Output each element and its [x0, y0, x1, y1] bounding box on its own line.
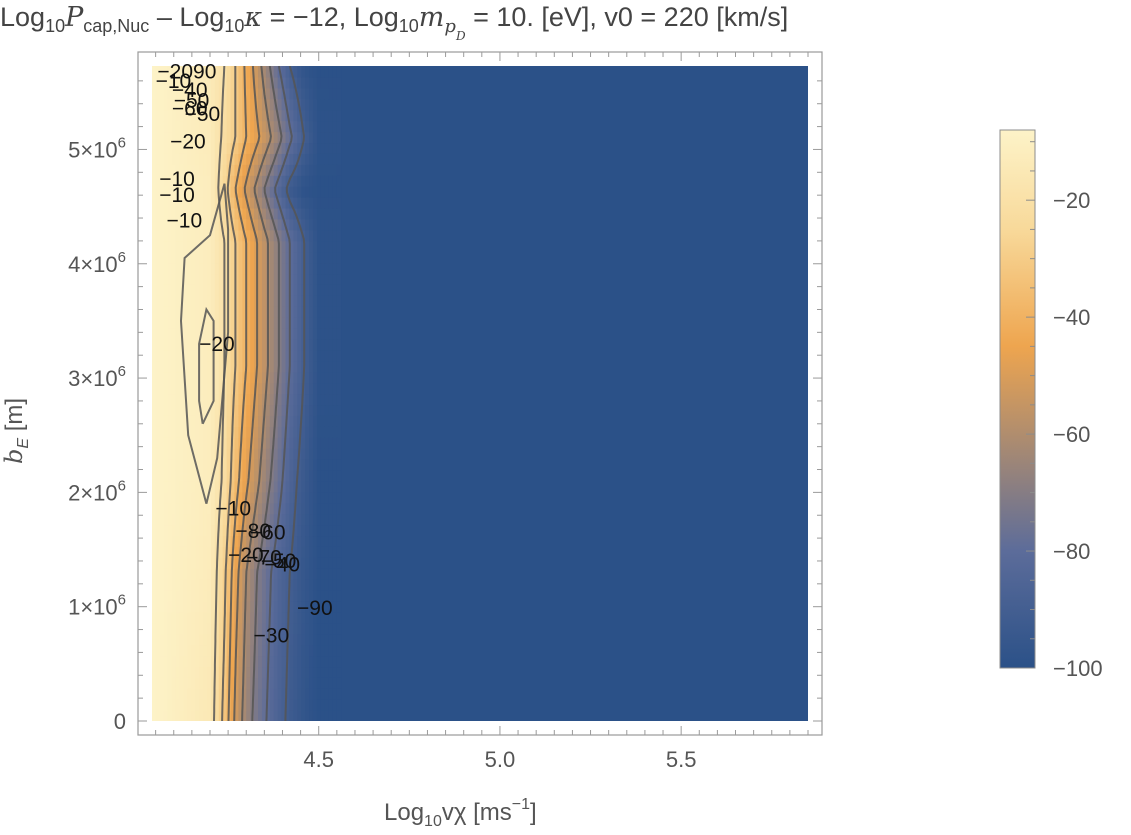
contour-line	[233, 66, 261, 721]
y-axis: 0 1×106 2×106 3×106 4×106 5×106	[68, 80, 822, 734]
x-axis-title: Log10vχ [ms−1]	[384, 796, 537, 830]
colorbar: −20 −40 −60 −80 −100	[999, 129, 1103, 681]
chart-title: Log10Pcap,Nuc – Log10κ = −12, Log10mpD =…	[0, 2, 789, 43]
y-tick-label: 1×106	[68, 592, 126, 620]
y-tick-label: 3×106	[68, 363, 126, 391]
y-tick-label: 4×106	[68, 249, 126, 277]
y-axis-title: bE [m]	[0, 398, 32, 464]
y-tick-label: 2×106	[68, 477, 126, 505]
contour-line	[251, 66, 283, 721]
colorbar-ticks: −20 −40 −60 −80 −100	[1026, 141, 1103, 681]
contour-label: −50	[174, 89, 210, 112]
x-tick-label: 5.5	[666, 747, 697, 772]
x-tick-label: 4.5	[303, 747, 334, 772]
contour-line	[198, 306, 215, 425]
y-tick-label: 0	[114, 709, 126, 734]
colorbar-tick-label: −40	[1053, 305, 1090, 330]
contour-label: −90	[297, 597, 333, 620]
y-tick-label: 5×106	[68, 134, 126, 162]
contour-label: −70	[246, 547, 282, 570]
colorbar-bar	[999, 129, 1036, 669]
contour-line	[241, 66, 272, 721]
contour-label: −30	[254, 624, 290, 647]
contour-line	[221, 66, 237, 721]
colorbar-tick-label: −60	[1053, 422, 1090, 447]
contour-label: −20	[228, 544, 264, 567]
contour-lines	[179, 66, 306, 721]
contour-label: −10	[167, 209, 203, 232]
contour-label: −10	[215, 497, 251, 520]
contour-label: −40	[172, 79, 208, 102]
contour-line	[179, 183, 230, 505]
colorbar-tick-label: −20	[1053, 188, 1090, 213]
x-tick-label: 5.0	[485, 747, 516, 772]
contour-labels: −2090−10−40−50−60−50−20−10−10−10−20−10−8…	[156, 61, 333, 648]
contour-label: −20	[170, 130, 206, 153]
contour-label: −10	[159, 184, 195, 207]
contour-label: −20	[199, 333, 235, 356]
colorbar-tick-label: −80	[1053, 539, 1090, 564]
contour-label: −10	[156, 70, 192, 93]
contour-line	[265, 66, 293, 721]
contour-label: −60	[250, 521, 286, 544]
contour-label: −60	[172, 97, 208, 120]
contour-label: −40	[264, 553, 300, 576]
contour-line	[227, 66, 248, 721]
contour-label: −10	[159, 168, 195, 191]
contour-label: −50	[261, 550, 297, 573]
contour-label: −80	[235, 520, 271, 543]
contour-label: −50	[185, 103, 221, 126]
contour-label: −2090	[157, 61, 216, 84]
contour-line	[284, 66, 306, 721]
colorbar-tick-label: −100	[1053, 656, 1103, 681]
x-axis: 4.5 5.0 5.5	[155, 52, 809, 772]
